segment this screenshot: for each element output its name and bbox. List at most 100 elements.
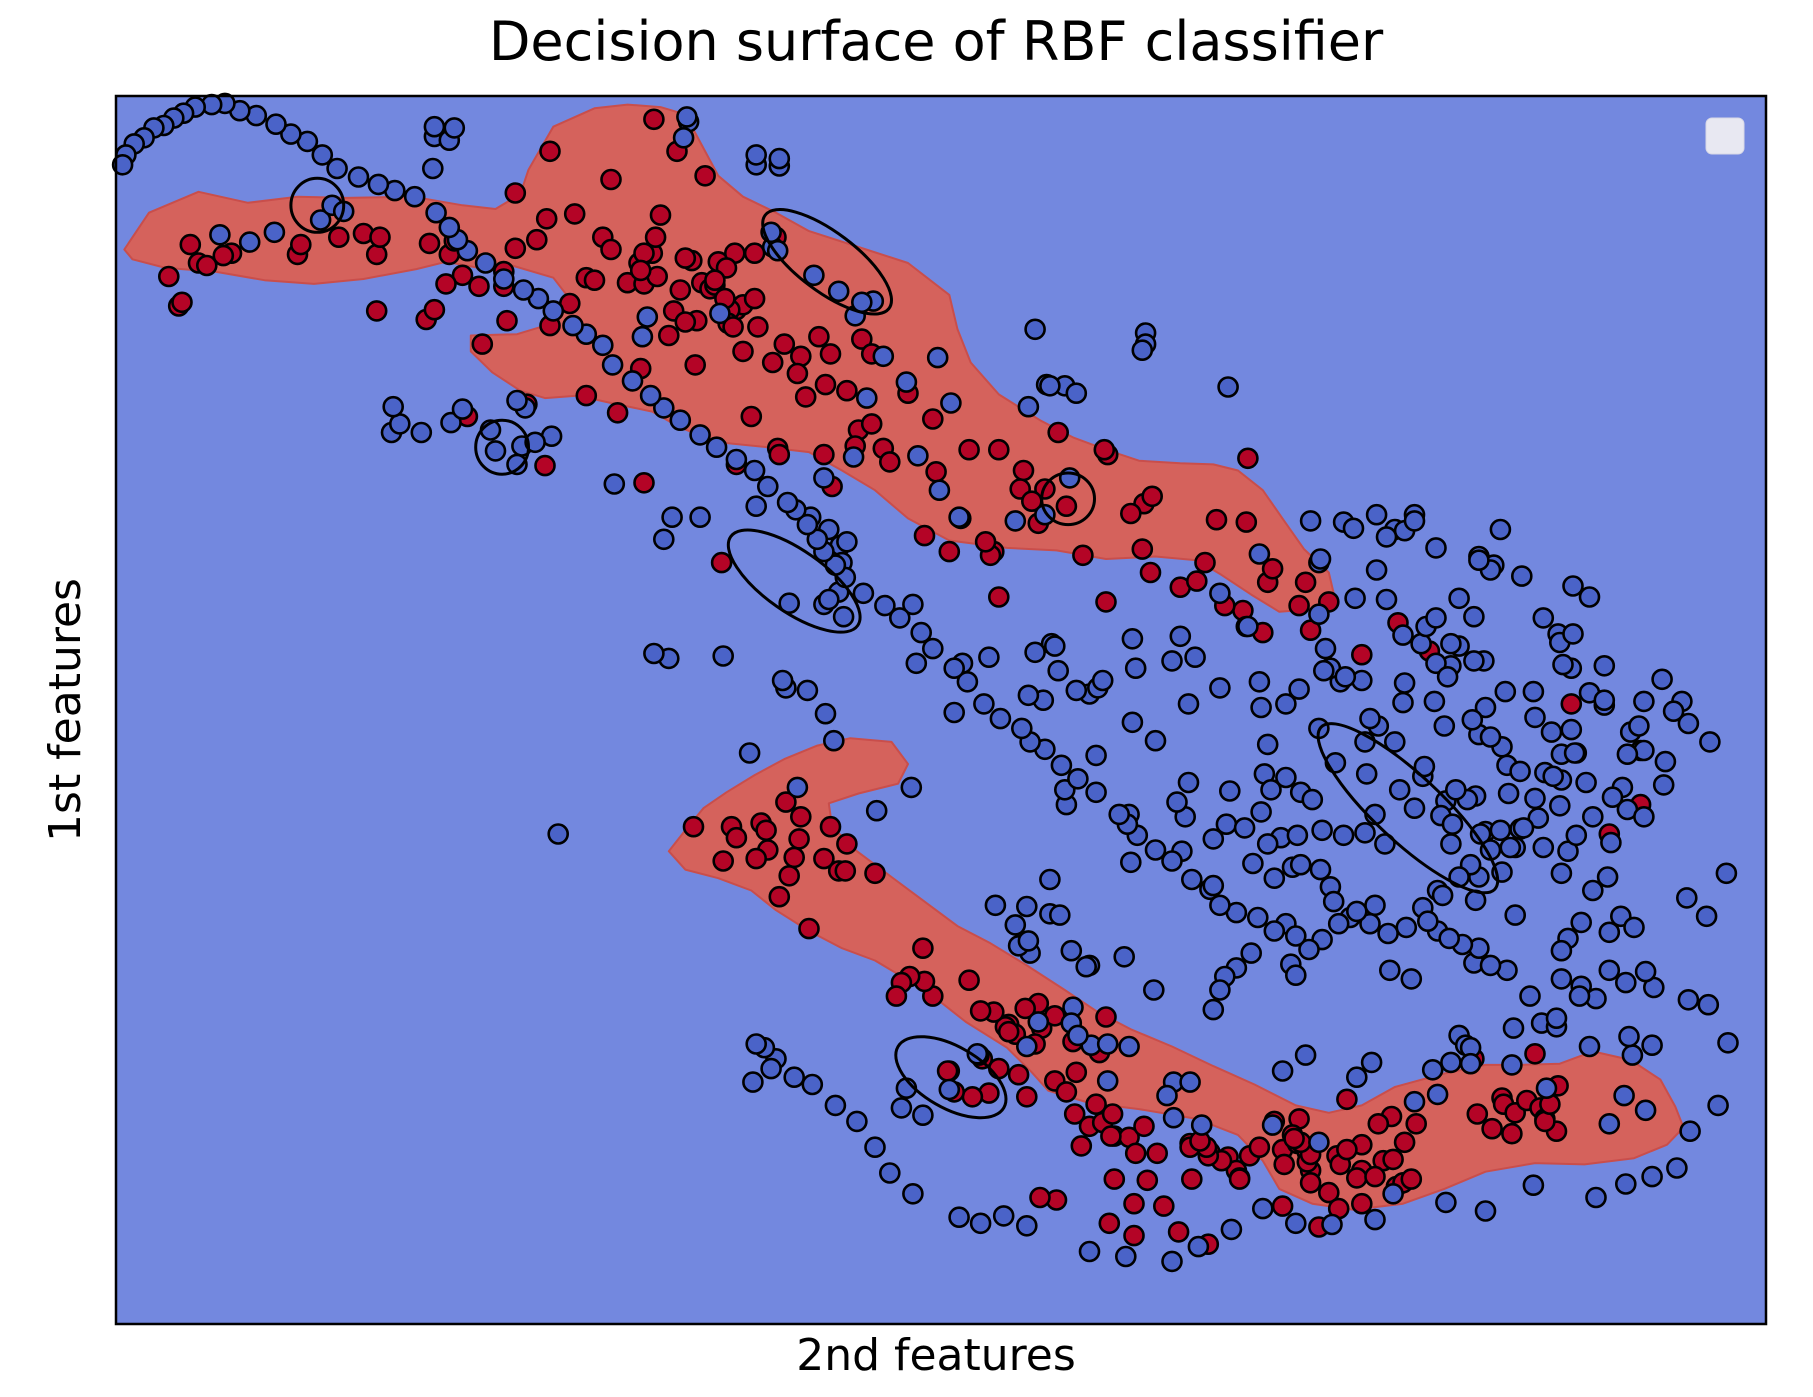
point-class-0 [1294,1044,1317,1066]
point-class-0 [796,513,819,536]
point-class-0 [1260,778,1282,801]
point-class-0 [1512,817,1535,839]
point-class-1 [1016,1086,1038,1108]
point-class-0 [1161,650,1183,672]
point-class-0 [992,1205,1015,1227]
point-class-0 [1489,518,1512,541]
point-class-0 [506,453,528,476]
point-class-0 [1091,669,1114,692]
point-class-0 [1285,964,1307,987]
point-class-0 [1585,1186,1607,1209]
point-class-0 [1240,942,1262,964]
point-class-1 [732,340,754,363]
point-class-0 [1131,339,1154,362]
point-class-0 [1582,805,1604,828]
point-class-0 [1027,1011,1050,1033]
point-class-1 [710,551,733,574]
point-class-0 [1263,867,1286,890]
point-class-0 [1601,786,1624,809]
point-class-0 [265,113,287,135]
point-class-1 [1346,1167,1368,1189]
point-class-1 [423,298,446,321]
point-class-1 [819,815,842,838]
point-class-0 [822,729,845,752]
point-class-1 [864,862,886,885]
point-class-0 [1522,680,1545,703]
point-class-1 [836,379,858,402]
point-class-0 [1075,955,1097,978]
point-class-0 [874,594,896,617]
point-class-0 [912,1104,934,1126]
point-class-0 [1535,1077,1558,1099]
misclassified-highlight-ellipse [1316,722,1500,895]
point-class-1 [1400,1168,1423,1190]
point-class-1 [1072,544,1094,567]
point-class-0 [1497,782,1520,805]
point-class-0 [940,392,962,414]
point-class-1 [1153,1195,1175,1217]
point-class-0 [1375,588,1398,611]
point-class-0 [1202,828,1225,850]
point-class-1 [813,847,835,870]
point-class-0 [1314,637,1337,660]
point-class-0 [743,459,766,482]
point-class-1 [743,287,766,310]
point-class-0 [1034,503,1056,526]
point-class-1 [1336,1088,1358,1111]
point-class-0 [1237,615,1259,638]
point-class-0 [1202,874,1225,897]
point-class-0 [1388,778,1411,801]
point-class-0 [209,224,231,246]
point-class-1 [745,847,768,870]
point-class-0 [738,742,761,764]
point-class-1 [794,386,817,408]
point-class-0 [1403,1090,1426,1113]
point-class-0 [902,1183,924,1205]
point-class-0 [1184,646,1206,669]
point-class-0 [1364,1208,1386,1231]
point-class-0 [1256,733,1279,756]
point-class-0 [347,166,370,188]
point-class-0 [1395,916,1418,939]
point-class-0 [1598,959,1621,982]
point-class-0 [643,642,665,665]
point-class-0 [910,621,933,644]
point-class-0 [1250,696,1272,719]
point-class-1 [1063,1103,1086,1125]
point-class-0 [771,669,794,692]
point-class-0 [591,334,614,357]
point-class-0 [621,370,644,392]
point-class-0 [1417,910,1439,933]
point-class-1 [1248,1136,1271,1158]
point-class-0 [512,279,535,301]
point-class-0 [410,421,433,444]
point-class-0 [846,1110,868,1133]
point-class-0 [852,582,875,605]
point-class-0 [676,106,698,128]
point-class-0 [842,446,865,468]
point-class-0 [760,1057,782,1080]
point-class-0 [1628,715,1650,737]
point-class-0 [1479,954,1502,977]
point-class-0 [1010,717,1033,740]
point-class-1 [1181,1168,1203,1190]
point-class-1 [938,540,961,563]
point-class-0 [1289,853,1312,876]
point-class-0 [1365,503,1388,526]
point-class-1 [1055,1081,1078,1103]
point-class-0 [1039,868,1061,891]
point-class-1 [1123,1224,1145,1247]
point-class-1 [525,228,548,251]
point-class-0 [1286,824,1309,847]
point-class-1 [600,238,622,261]
plot-area [111,92,1768,1326]
point-class-1 [814,373,837,396]
point-class-0 [725,448,748,471]
point-class-1 [786,362,809,385]
point-class-0 [111,154,134,176]
point-class-0 [872,345,895,368]
point-class-0 [1256,833,1279,855]
point-class-0 [1425,607,1447,629]
point-class-1 [649,204,672,226]
point-class-0 [1285,1212,1307,1235]
